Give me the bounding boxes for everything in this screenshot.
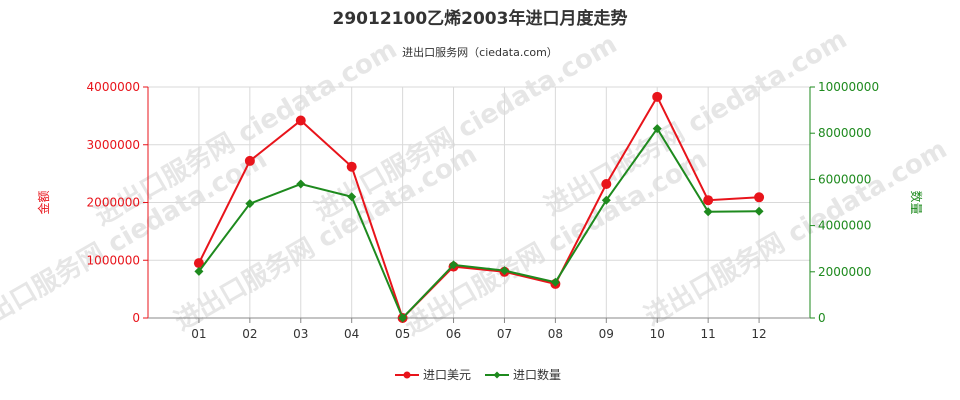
series-line-2 xyxy=(198,126,760,320)
legend-marker xyxy=(493,371,501,379)
tick-labels: 0 1000000 2000000 3000000 4000000 0 2000000 400… xyxy=(87,80,880,341)
x-tick-label: 07 xyxy=(497,327,512,341)
chart-subtitle: 进出口服务网（ciedata.com） xyxy=(402,45,558,59)
y-right-tick-label: 4000000 xyxy=(818,219,871,233)
legend-marker xyxy=(403,371,411,379)
y-left-tick-label: 3000000 xyxy=(87,138,140,152)
series-2-point xyxy=(245,199,255,209)
series-1-point xyxy=(652,91,663,102)
series-1-point xyxy=(601,179,612,190)
legend-label: 进口美元 xyxy=(423,368,471,382)
y-left-tick-label: 1000000 xyxy=(87,253,140,267)
chart-title: 29012100乙烯2003年进口月度走势 xyxy=(333,8,628,29)
x-tick-label: 09 xyxy=(599,327,614,341)
x-tick-label: 01 xyxy=(191,327,206,341)
series-2-point xyxy=(194,266,204,276)
series-2-point xyxy=(296,179,306,189)
x-tick-label: 03 xyxy=(293,327,308,341)
x-tick-label: 10 xyxy=(650,327,665,341)
series-2-point xyxy=(449,260,459,270)
series-2-point xyxy=(347,192,357,202)
y-axis-left-label: 金额 xyxy=(36,190,51,214)
series-1-point xyxy=(295,115,306,126)
series-1-point xyxy=(754,192,765,203)
series-2-point xyxy=(550,277,560,287)
x-tick-label: 11 xyxy=(701,327,716,341)
y-left-tick-label: 4000000 xyxy=(87,80,140,94)
series-2-point xyxy=(703,207,713,217)
x-tick-label: 08 xyxy=(548,327,563,341)
series-2-point xyxy=(601,195,611,205)
x-tick-label: 05 xyxy=(395,327,410,341)
series-2-point xyxy=(398,313,408,323)
y-right-tick-label: 8000000 xyxy=(818,126,871,140)
legend: 进口美元 进口数量 xyxy=(395,367,561,382)
x-tick-label: 12 xyxy=(751,327,766,341)
y-right-tick-label: 10000000 xyxy=(818,80,879,94)
series-2-point xyxy=(754,206,764,216)
y-left-tick-label: 2000000 xyxy=(87,196,140,210)
y-axis-right-label: 数量 xyxy=(909,190,924,214)
series-2-point xyxy=(499,266,509,276)
x-tick-label: 06 xyxy=(446,327,461,341)
x-tick-label: 02 xyxy=(242,327,257,341)
series-1-point xyxy=(193,258,204,269)
series-1-point xyxy=(244,155,255,166)
series-1-point xyxy=(703,195,714,206)
series-layer xyxy=(193,91,765,323)
series-2-point xyxy=(652,124,662,134)
y-right-tick-label: 2000000 xyxy=(818,265,871,279)
x-tick-label: 04 xyxy=(344,327,359,341)
series-1-point xyxy=(346,161,357,172)
y-right-tick-label: 0 xyxy=(818,311,826,325)
y-right-tick-label: 6000000 xyxy=(818,172,871,186)
y-left-tick-label: 0 xyxy=(132,311,140,325)
legend-label: 进口数量 xyxy=(513,367,561,382)
series-line-1 xyxy=(198,94,760,320)
